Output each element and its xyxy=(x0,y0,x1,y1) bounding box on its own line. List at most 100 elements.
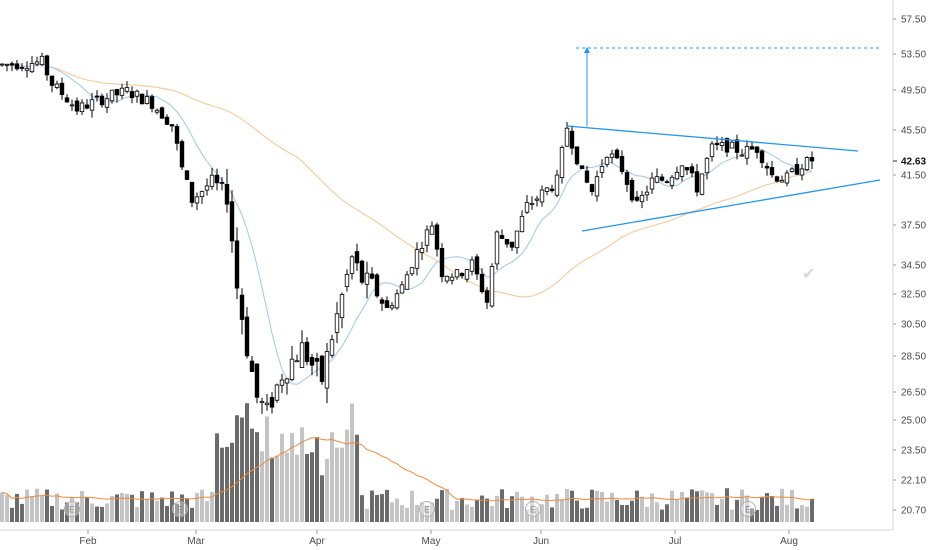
volume-bar xyxy=(770,496,774,522)
candle-body xyxy=(399,284,405,294)
volume-bar xyxy=(520,496,524,522)
earnings-marker-label: E xyxy=(424,505,430,515)
volume-bar xyxy=(480,495,484,522)
volume-bar xyxy=(270,457,274,522)
candle-body xyxy=(729,141,735,149)
candle xyxy=(234,227,240,300)
volume-bar xyxy=(755,509,759,522)
candle xyxy=(99,93,105,108)
candle-body xyxy=(34,61,40,65)
candle xyxy=(624,169,630,193)
volume-bar xyxy=(460,498,464,522)
candle xyxy=(119,83,125,100)
candle xyxy=(194,192,200,211)
candle-body xyxy=(64,97,70,103)
volume-bar xyxy=(435,498,439,522)
candle xyxy=(264,393,270,411)
volume-bar xyxy=(620,504,624,522)
candle xyxy=(19,63,25,72)
candle xyxy=(759,149,765,168)
volume-bar xyxy=(745,495,749,522)
candle xyxy=(179,139,185,171)
candle xyxy=(579,165,585,169)
candle xyxy=(259,397,265,414)
volume-bar xyxy=(360,495,364,522)
volume-bar xyxy=(605,501,609,522)
candle xyxy=(689,163,695,178)
candle-body xyxy=(219,182,225,184)
volume-bar xyxy=(85,497,89,522)
candle xyxy=(554,169,560,198)
volume-bar xyxy=(430,502,434,522)
candle xyxy=(59,77,65,100)
time-tick-label: Feb xyxy=(79,536,97,547)
candle-body xyxy=(649,177,655,190)
candle-body xyxy=(414,249,420,269)
candle-body xyxy=(334,313,340,333)
volume-bar xyxy=(685,497,689,522)
candle-body xyxy=(464,269,470,280)
candle xyxy=(224,168,230,213)
candle xyxy=(14,60,20,71)
candle xyxy=(639,190,645,209)
volume-bar xyxy=(450,509,454,522)
price-tick-label: 53.50 xyxy=(901,50,926,61)
candle xyxy=(289,345,295,382)
candle xyxy=(389,301,395,311)
candle-body xyxy=(329,339,335,356)
candle xyxy=(444,275,450,284)
candle xyxy=(524,195,530,215)
price-tick-label: 41.50 xyxy=(901,171,926,182)
candle xyxy=(674,166,680,181)
candle-body xyxy=(394,293,400,309)
volume-bar xyxy=(275,455,279,522)
candle-body xyxy=(434,224,440,250)
candle-body xyxy=(604,156,610,165)
candle xyxy=(104,93,110,114)
candle xyxy=(504,238,510,248)
candle-body xyxy=(629,180,635,201)
earnings-marker-circle xyxy=(419,501,435,517)
candle-body xyxy=(454,269,460,278)
candle xyxy=(304,337,310,366)
candle-body xyxy=(584,170,590,183)
candle-body xyxy=(369,273,375,279)
candle xyxy=(479,268,485,294)
candle-body xyxy=(779,180,785,183)
candle xyxy=(544,187,550,196)
volume-bar xyxy=(740,489,744,522)
triangle-pattern: ✔ xyxy=(566,47,882,283)
candle-body xyxy=(579,165,585,169)
candle-body xyxy=(799,168,805,176)
volume-bar xyxy=(560,499,564,522)
candle-body xyxy=(339,294,345,318)
volume-bar xyxy=(290,432,294,522)
candle xyxy=(469,256,475,276)
candle xyxy=(324,343,330,404)
candle xyxy=(249,356,255,372)
volume-bar xyxy=(90,503,94,522)
candle-body xyxy=(734,139,740,153)
candle-body xyxy=(204,185,210,191)
volume-bar xyxy=(670,490,674,522)
volume-bar xyxy=(135,507,139,522)
candle xyxy=(54,80,60,90)
candle-body xyxy=(349,256,355,274)
candle xyxy=(89,93,95,118)
candle xyxy=(439,243,445,283)
candle xyxy=(464,268,470,283)
candle-body xyxy=(259,400,265,403)
volume-bar xyxy=(635,490,639,522)
price-tick-label: 26.50 xyxy=(901,388,926,399)
candle xyxy=(659,173,665,182)
price-tick-label: 34.50 xyxy=(901,261,926,272)
candle-body xyxy=(724,137,730,153)
candle-body xyxy=(389,305,395,309)
candle-body xyxy=(449,276,455,281)
candle-body xyxy=(509,241,515,248)
volume-bars xyxy=(0,403,814,522)
price-tick-label: 45.50 xyxy=(901,126,926,137)
candle xyxy=(794,157,800,175)
volume-bar xyxy=(225,446,229,522)
